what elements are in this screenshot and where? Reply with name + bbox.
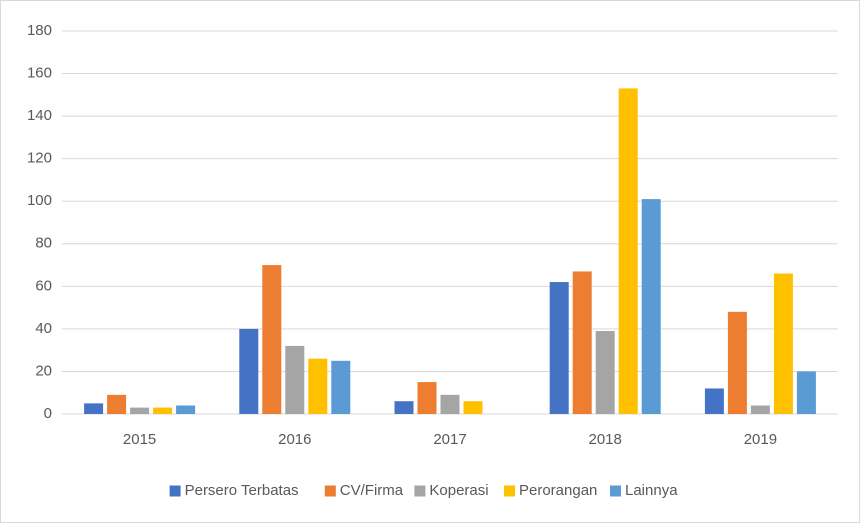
y-tick-label: 60 (35, 277, 52, 294)
bar (796, 371, 816, 414)
y-tick-label: 120 (27, 150, 52, 167)
x-tick-label: 2015 (123, 431, 156, 448)
legend-label: Persero Terbatas (185, 482, 299, 499)
legend-swatch (169, 485, 181, 497)
x-tick-label: 2018 (589, 431, 622, 448)
bar (262, 265, 282, 414)
y-tick-label: 160 (27, 65, 52, 82)
legend-label: Lainnya (625, 482, 678, 499)
bar (463, 401, 483, 414)
bar (308, 358, 328, 414)
bar (440, 394, 460, 414)
bar (417, 382, 437, 414)
bar (704, 388, 724, 414)
y-tick-label: 80 (35, 235, 52, 252)
bar (595, 331, 615, 414)
y-tick-label: 100 (27, 192, 52, 209)
x-tick-label: 2016 (278, 431, 311, 448)
legend-swatch (414, 485, 426, 497)
bar (239, 328, 259, 414)
legend-label: Koperasi (429, 482, 488, 499)
bar (285, 345, 305, 414)
legend-label: CV/Firma (340, 482, 404, 499)
bar (84, 403, 104, 414)
y-tick-label: 180 (27, 22, 52, 39)
bar (641, 199, 661, 414)
legend-swatch (324, 485, 336, 497)
y-tick-label: 40 (35, 320, 52, 337)
bar (331, 360, 351, 414)
legend-label: Perorangan (519, 482, 597, 499)
bar (176, 405, 196, 414)
legend-swatch (504, 485, 515, 497)
y-tick-label: 0 (44, 405, 52, 422)
bar (153, 407, 173, 414)
y-tick-label: 20 (35, 362, 52, 379)
bar (572, 271, 592, 414)
x-tick-label: 2019 (744, 431, 777, 448)
bar (549, 282, 569, 414)
bar (130, 407, 150, 414)
bar (394, 401, 414, 414)
bar (107, 394, 127, 414)
y-tick-label: 140 (27, 107, 52, 124)
legend-swatch (610, 485, 621, 497)
bar (727, 311, 747, 414)
x-tick-label: 2017 (433, 431, 466, 448)
bar (750, 405, 770, 414)
bar (618, 88, 638, 414)
bar (773, 273, 793, 414)
